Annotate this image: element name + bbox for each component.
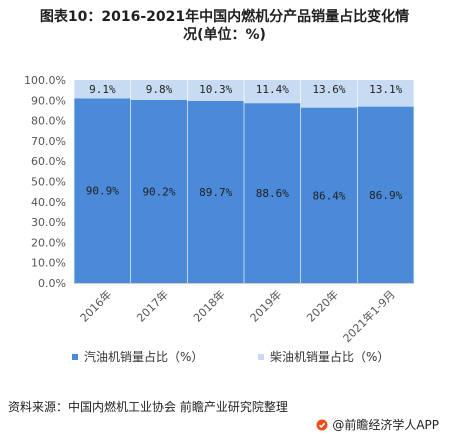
qianzhan-logo-icon [316, 419, 328, 430]
data-label-gasoline: 89.7% [199, 186, 232, 199]
y-tick-label: 40.0% [31, 196, 66, 209]
data-label-diesel: 9.8% [146, 83, 173, 96]
stacked-bar-chart: 0.0% 10.0% 20.0% 30.0% 40.0% 50.0% 60.0% 70.0% 8… [24, 74, 414, 345]
bar-diesel [244, 80, 301, 104]
chart-title-line-2: 况(单位：%) [183, 27, 266, 43]
bar-diesel [187, 80, 244, 101]
bar-diesel [357, 80, 414, 107]
data-label-diesel: 13.6% [312, 83, 345, 96]
data-label-gasoline: 90.9% [86, 185, 119, 198]
bar-diesel [74, 80, 131, 99]
data-label-gasoline: 88.6% [256, 187, 289, 200]
brand-watermark: @前瞻经济学人APP [316, 416, 439, 433]
data-label-diesel: 10.3% [199, 83, 232, 96]
legend-label-diesel: 柴油机销量占比（%） [270, 350, 390, 364]
bar-diesel [301, 80, 357, 108]
y-tick-label: 0.0% [38, 277, 66, 290]
x-tick-label: 2019年 [247, 287, 284, 324]
data-label-diesel: 11.4% [256, 83, 289, 96]
bar-diesel [131, 80, 187, 100]
chart-title: 图表10：2016-2021年中国内燃机分产品销量占比变化情 况(单位：%) [6, 8, 443, 44]
source-note: 资料来源：中国内燃机工业协会 前瞻产业研究院整理 [8, 400, 288, 414]
y-tick-label: 50.0% [31, 176, 66, 189]
y-tick-label: 100.0% [24, 74, 66, 87]
bar-gasoline [357, 106, 414, 283]
y-tick-label: 80.0% [31, 115, 66, 128]
y-tick-label: 20.0% [31, 236, 66, 249]
brand-text: @前瞻经济学人APP [332, 418, 439, 432]
x-tick-label: 2017年 [134, 287, 171, 324]
bar-gasoline [301, 107, 357, 283]
y-tick-label: 90.0% [31, 94, 66, 107]
legend-item-gasoline: 汽油机销量占比（%） [72, 348, 203, 365]
bar-gasoline [74, 98, 131, 284]
x-tick-label: 2018年 [190, 287, 227, 324]
data-label-gasoline: 86.4% [312, 189, 345, 202]
y-tick-label: 30.0% [31, 216, 66, 229]
legend-label-gasoline: 汽油机销量占比（%） [84, 350, 204, 364]
chart-title-line-1: 图表10：2016-2021年中国内燃机分产品销量占比变化情 [39, 9, 410, 25]
chart-legend: 汽油机销量占比（%） 柴油机销量占比（%） [0, 348, 449, 368]
bar-gasoline [131, 99, 187, 283]
data-label-diesel: 13.1% [369, 83, 402, 96]
data-label-gasoline: 90.2% [142, 185, 175, 198]
legend-swatch-diesel [258, 353, 264, 360]
y-tick-label: 70.0% [31, 135, 66, 148]
bar-gasoline [187, 100, 244, 283]
x-tick-label: 2016年 [77, 287, 114, 324]
data-label-gasoline: 86.9% [369, 189, 402, 202]
bar-gasoline [244, 103, 301, 283]
x-tick-label: 2020年 [304, 287, 341, 324]
y-tick-label: 10.0% [31, 257, 66, 270]
legend-swatch-gasoline [72, 353, 78, 360]
legend-item-diesel: 柴油机销量占比（%） [258, 348, 389, 365]
x-tick-label: 2021年1-9月 [340, 287, 398, 345]
data-label-diesel: 9.1% [89, 83, 116, 96]
y-tick-label: 60.0% [31, 155, 66, 168]
